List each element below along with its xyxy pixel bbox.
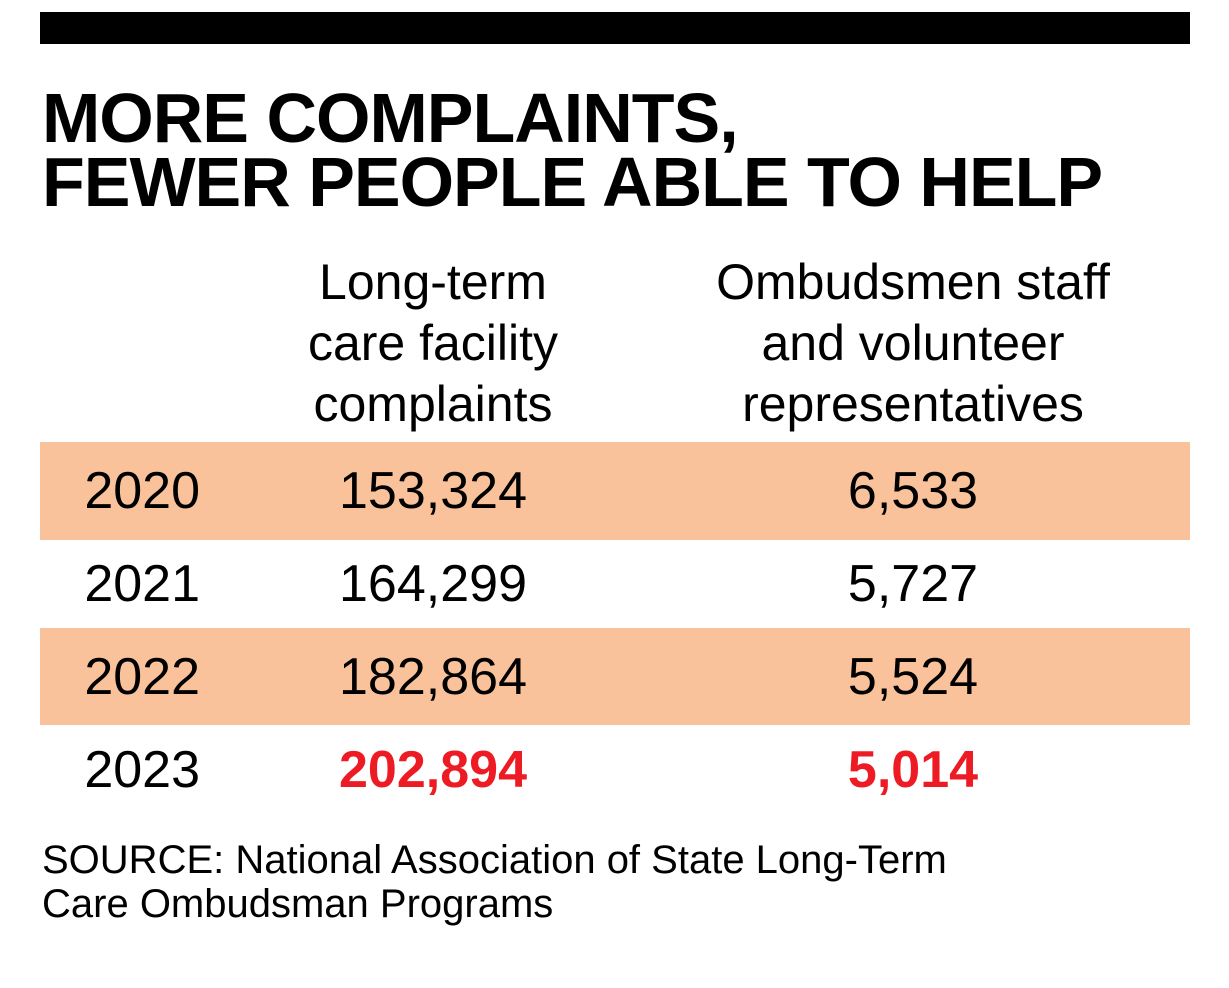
source-note: SOURCE: National Association of State Lo… [42, 838, 947, 926]
header-line: representatives [742, 376, 1084, 432]
table-row-2023: 2023 202,894 5,014 [40, 725, 1190, 815]
staff-cell: 6,533 [847, 462, 979, 520]
complaints-cell: 164,299 [339, 555, 527, 613]
complaints-cell: 153,324 [339, 462, 527, 520]
title-line: MORE COMPLAINTS, [42, 79, 739, 157]
header-line: Ombudsmen staff [716, 254, 1110, 310]
year-cell: 2020 [84, 462, 200, 520]
table-row-2022: 2022 182,864 5,524 [40, 628, 1190, 725]
staff-cell: 5,524 [847, 647, 979, 706]
table-row-2020: 2020 153,324 6,533 [40, 442, 1190, 540]
staff-cell: 5,727 [847, 555, 979, 613]
table-row-2021: 2021 164,299 5,727 [40, 540, 1190, 628]
complaints-cell: 182,864 [339, 647, 527, 706]
header-line: complaints [313, 376, 553, 432]
year-cell: 2023 [84, 741, 200, 799]
year-cell: 2021 [84, 555, 200, 613]
header-line: care facility [307, 315, 559, 371]
source-line: Care Ombudsman Programs [42, 882, 554, 926]
header-line: and volunteer [761, 315, 1065, 371]
page-title: MORE COMPLAINTS, FEWER PEOPLE ABLE TO HE… [42, 79, 1103, 221]
header-line: Long-term [319, 254, 547, 310]
top-rule [40, 12, 1190, 44]
source-line: SOURCE: National Association of State Lo… [42, 838, 947, 882]
complaints-cell: 202,894 [339, 741, 527, 799]
column-header-staff: Ombudsmen staff and volunteer representa… [660, 252, 1166, 435]
staff-cell: 5,014 [847, 741, 979, 799]
column-header-complaints: Long-term care facility complaints [253, 252, 613, 435]
year-cell: 2022 [84, 647, 200, 706]
title-line: FEWER PEOPLE ABLE TO HELP [42, 143, 1103, 221]
